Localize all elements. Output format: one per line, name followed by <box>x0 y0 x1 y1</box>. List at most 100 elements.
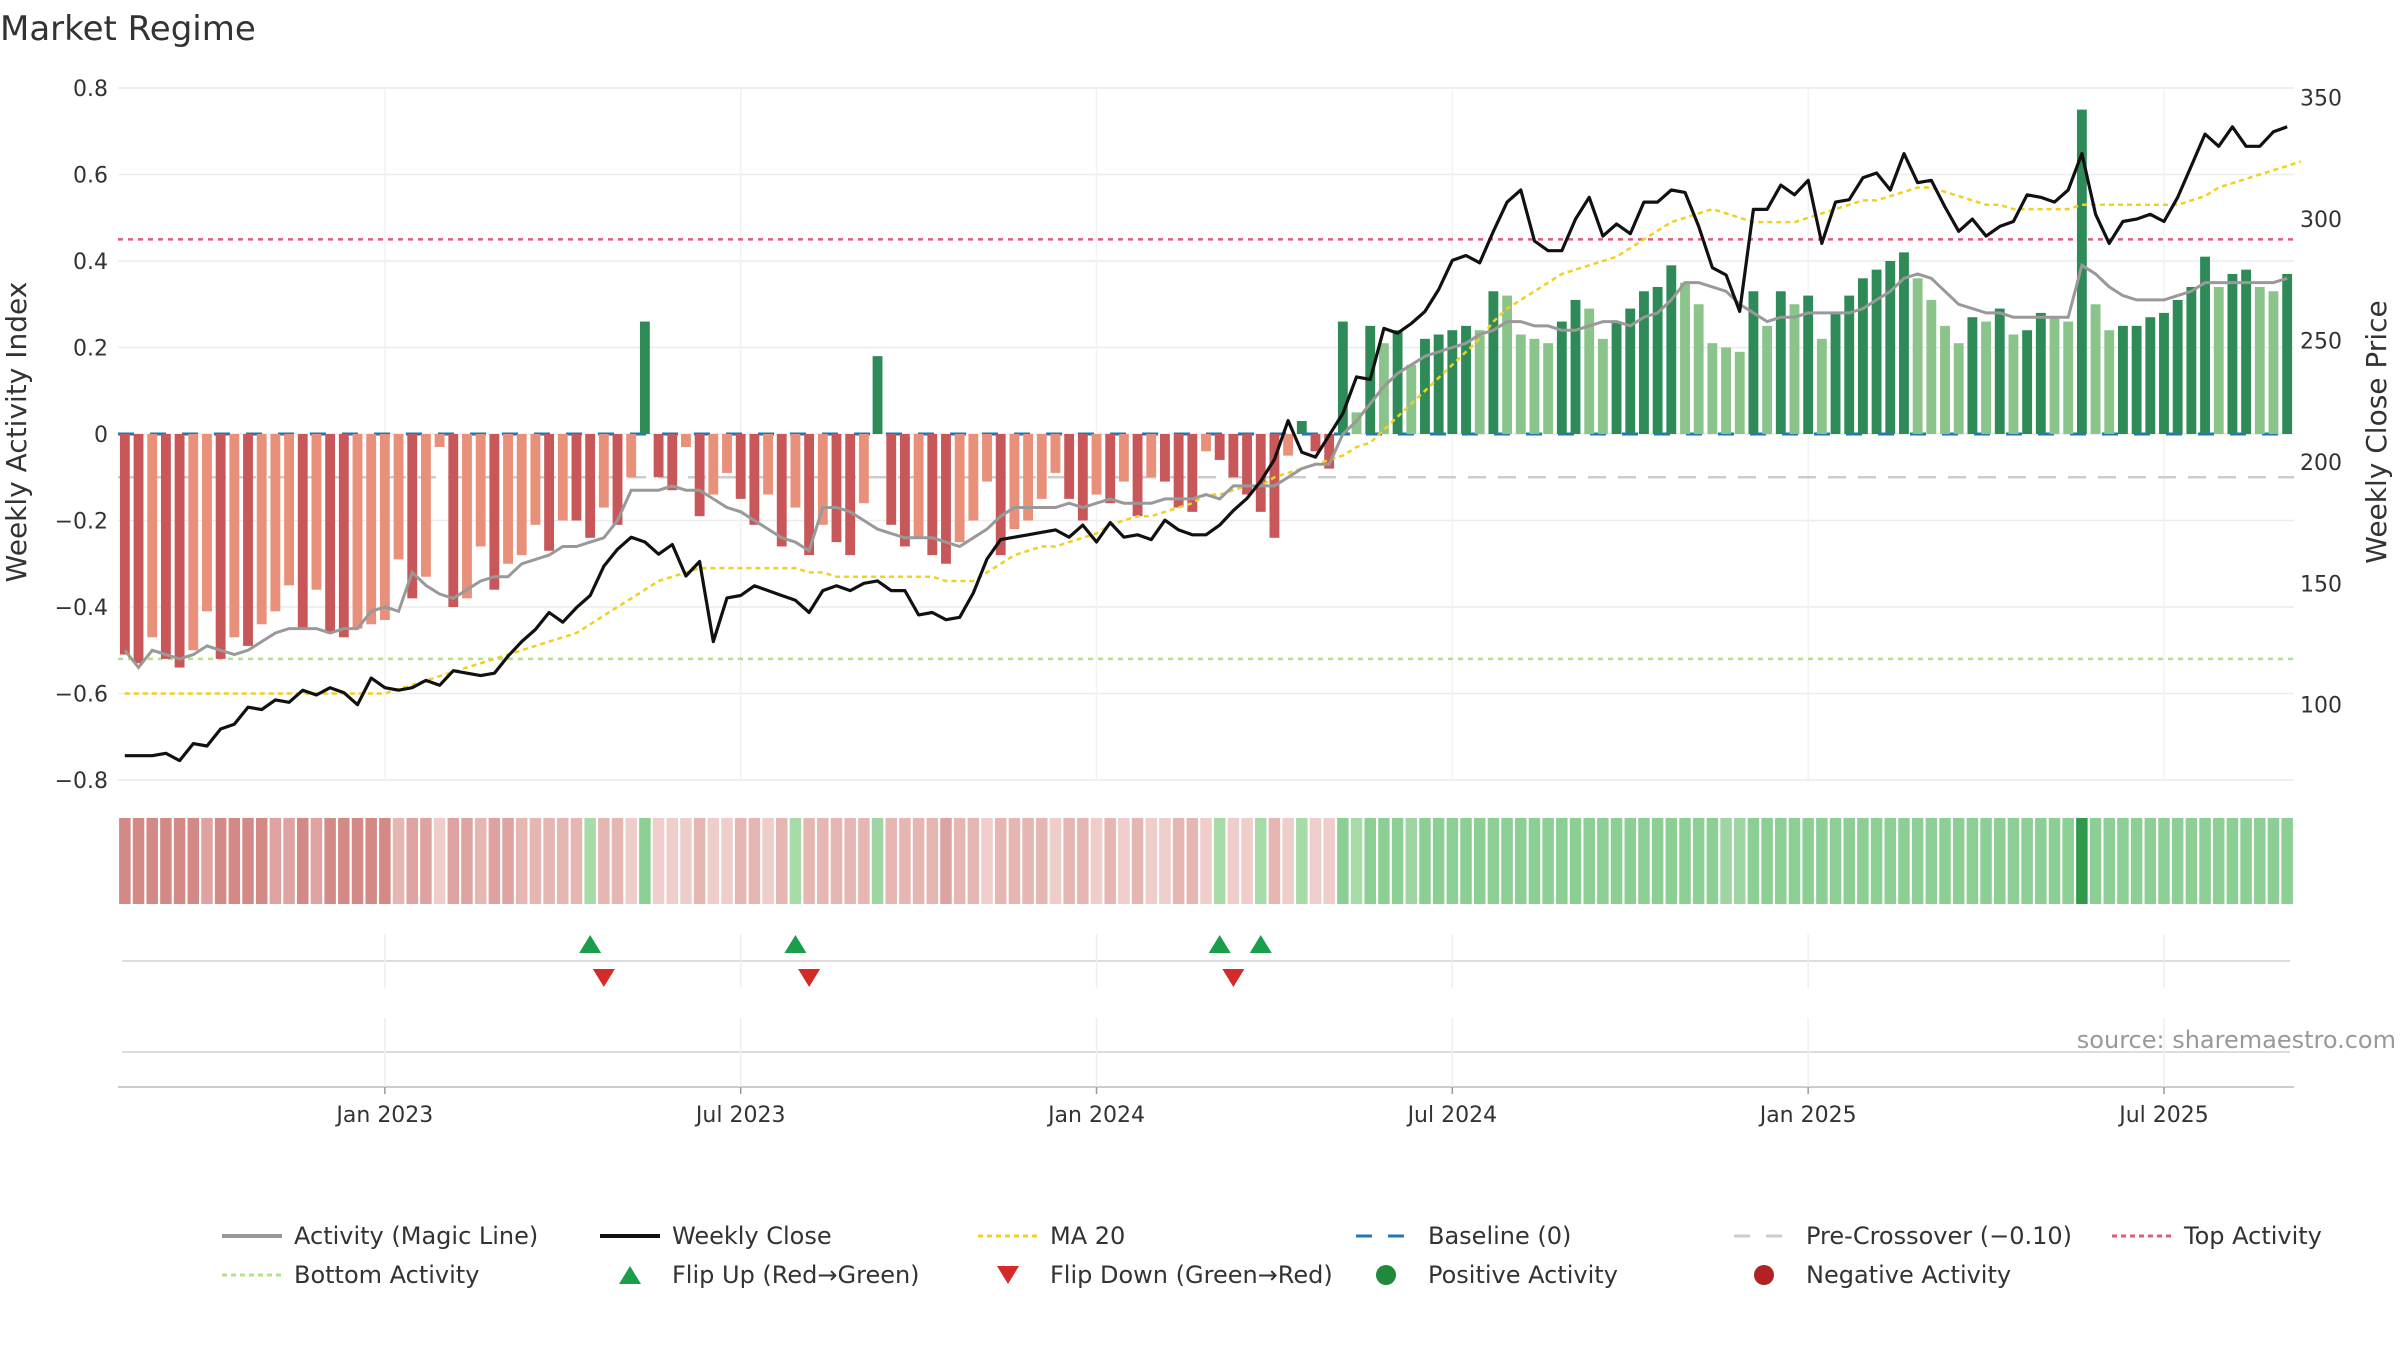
regime-cell <box>1254 818 1267 904</box>
activity-bar <box>229 434 240 638</box>
regime-cell <box>1022 818 1034 904</box>
regime-cell <box>557 818 569 904</box>
activity-bar <box>311 434 322 590</box>
regime-cell <box>310 818 323 904</box>
legend-label: Pre-Crossover (−0.10) <box>1806 1222 2072 1250</box>
magic-line <box>123 262 2288 670</box>
x-tick-label: Jul 2023 <box>694 1103 786 1128</box>
x-tick-label: Jul 2025 <box>2117 1103 2209 1128</box>
activity-bar <box>1748 291 1759 434</box>
regime-cell <box>789 818 802 904</box>
regime-cell <box>899 818 911 904</box>
right-tick-label: 350 <box>2300 87 2342 112</box>
regime-cell <box>1460 818 1472 904</box>
activity-bar <box>1173 434 1184 508</box>
legend-swatch-dot <box>1376 1265 1396 1285</box>
activity-bar <box>1488 291 1499 434</box>
activity-bar <box>1351 412 1362 434</box>
regime-cell <box>1296 818 1308 904</box>
regime-cell <box>1966 818 1979 904</box>
regime-cell <box>885 818 897 904</box>
activity-bar <box>2063 321 2074 434</box>
activity-bar <box>571 434 582 521</box>
regime-cell <box>912 818 925 904</box>
regime-cell <box>420 818 432 904</box>
activity-bar <box>297 434 308 629</box>
activity-bar <box>1214 434 1225 460</box>
activity-bar <box>817 434 828 525</box>
left-tick-label: −0.6 <box>55 683 108 708</box>
activity-bar <box>2159 312 2169 434</box>
regime-cell <box>844 818 856 904</box>
activity-bar <box>2172 299 2183 434</box>
legend-label: Bottom Activity <box>294 1261 479 1289</box>
regime-cell <box>1008 818 1021 904</box>
activity-bar <box>1337 321 1348 434</box>
activity-bar <box>845 434 856 556</box>
activity-bar <box>626 434 637 478</box>
regime-cell <box>1980 818 1992 904</box>
regime-cell <box>2212 818 2225 904</box>
regime-cell <box>1556 818 1568 904</box>
regime-cell <box>1036 818 1048 904</box>
activity-bar <box>639 321 650 434</box>
activity-bar <box>2022 330 2033 434</box>
regime-cell <box>1309 818 1322 904</box>
regime-cell <box>1843 818 1855 904</box>
right-tick-label: 100 <box>2300 694 2342 719</box>
line-series <box>123 125 2302 763</box>
activity-bar <box>284 434 294 586</box>
regime-cell <box>1487 818 1500 904</box>
activity-bar <box>2241 269 2252 434</box>
regime-cell <box>1227 818 1240 904</box>
ma20-line <box>124 160 2302 695</box>
activity-bar <box>831 434 842 543</box>
regime-cell <box>1638 818 1650 904</box>
left-tick-label: 0.8 <box>73 77 108 102</box>
regime-cell <box>2185 818 2198 904</box>
regime-cell <box>2158 818 2170 904</box>
activity-bar <box>1570 299 1581 434</box>
regime-cell <box>748 818 761 904</box>
x-tick-label: Jan 2024 <box>1046 1103 1145 1128</box>
regime-cell <box>1761 818 1773 904</box>
regime-cell <box>1583 818 1595 904</box>
x-tick-label: Jan 2023 <box>334 1103 433 1128</box>
activity-bar <box>1830 312 1841 434</box>
legend-swatch-dot <box>1754 1265 1774 1285</box>
activity-bar <box>1324 434 1335 469</box>
regime-cell <box>2021 818 2033 904</box>
activity-bar <box>462 434 472 599</box>
regime-cell <box>1282 818 1294 904</box>
regime-cell <box>1378 818 1390 904</box>
activity-bar <box>1077 434 1088 521</box>
regime-cell <box>132 818 145 904</box>
regime-cell <box>707 818 720 904</box>
activity-bar <box>2227 273 2238 434</box>
regime-cell <box>1747 818 1760 904</box>
activity-bar <box>1283 434 1294 456</box>
regime-cell <box>1994 818 2006 904</box>
activity-bar <box>2186 286 2197 434</box>
right-axis-ticks: 350 300 250 200 150 100 <box>2300 87 2342 719</box>
regime-cell <box>1802 818 1814 904</box>
activity-bar <box>407 434 418 599</box>
activity-bar <box>1447 330 1458 434</box>
flip-down-marker <box>592 969 615 987</box>
regime-cell <box>2130 818 2143 904</box>
activity-bar <box>1611 321 1622 434</box>
regime-cell <box>1391 818 1404 904</box>
regime-cell <box>2048 818 2061 904</box>
regime-cell <box>2267 818 2280 904</box>
regime-cell <box>1186 818 1199 904</box>
activity-bar <box>2213 286 2224 434</box>
regime-cell <box>1077 818 1089 904</box>
regime-cell <box>2103 818 2115 904</box>
activity-bar <box>1625 308 1636 434</box>
regime-cell <box>160 818 172 904</box>
activity-bar <box>1201 434 1211 452</box>
regime-cell <box>214 818 227 904</box>
regime-cell <box>680 818 692 904</box>
legend-label: Negative Activity <box>1806 1261 2011 1289</box>
